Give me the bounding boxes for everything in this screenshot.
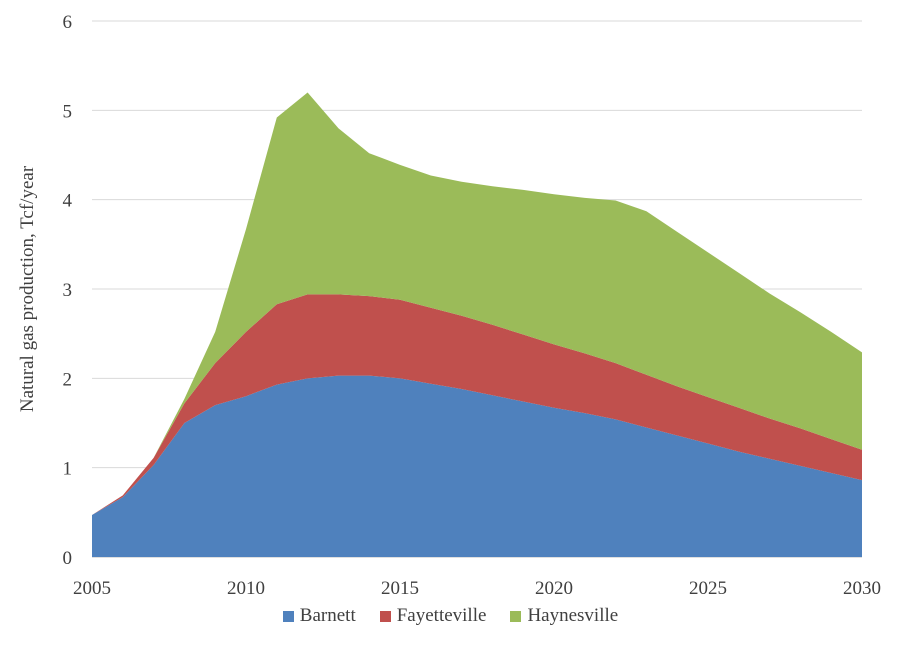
legend: Barnett Fayetteville Haynesville	[0, 605, 901, 627]
legend-swatch	[282, 610, 294, 622]
y-tick-label: 5	[63, 101, 73, 122]
legend-label: Barnett	[299, 605, 356, 626]
series-areas	[92, 92, 862, 557]
y-tick-label: 4	[63, 191, 73, 212]
x-tick-label: 2005	[73, 578, 111, 599]
x-tick-label: 2025	[689, 578, 727, 599]
x-tick-labels: 2005 2010 2015 2020 2025 2030	[73, 578, 881, 599]
area-barnett	[92, 375, 862, 557]
y-axis-title: Natural gas production, Tcf/year	[17, 165, 38, 412]
y-tick-label: 3	[63, 280, 73, 301]
y-tick-label: 0	[63, 548, 73, 569]
legend-swatch	[379, 610, 391, 622]
y-tick-label: 6	[63, 12, 73, 33]
x-tick-label: 2010	[227, 578, 265, 599]
y-tick-label: 1	[63, 459, 73, 480]
y-tick-labels: 0 1 2 3 4 5 6	[63, 12, 73, 569]
legend-label: Haynesville	[527, 605, 619, 626]
legend-item-fayetteville: Fayetteville	[379, 605, 487, 627]
x-tick-label: 2015	[381, 578, 419, 599]
legend-item-barnett: Barnett	[282, 605, 356, 627]
y-tick-label: 2	[63, 369, 73, 390]
legend-swatch	[510, 610, 522, 622]
area-haynesville	[92, 92, 862, 516]
x-tick-label: 2020	[535, 578, 573, 599]
area-fayetteville	[92, 294, 862, 516]
x-tick-label: 2030	[843, 578, 881, 599]
legend-item-haynesville: Haynesville	[510, 605, 618, 627]
legend-label: Fayetteville	[396, 605, 487, 626]
